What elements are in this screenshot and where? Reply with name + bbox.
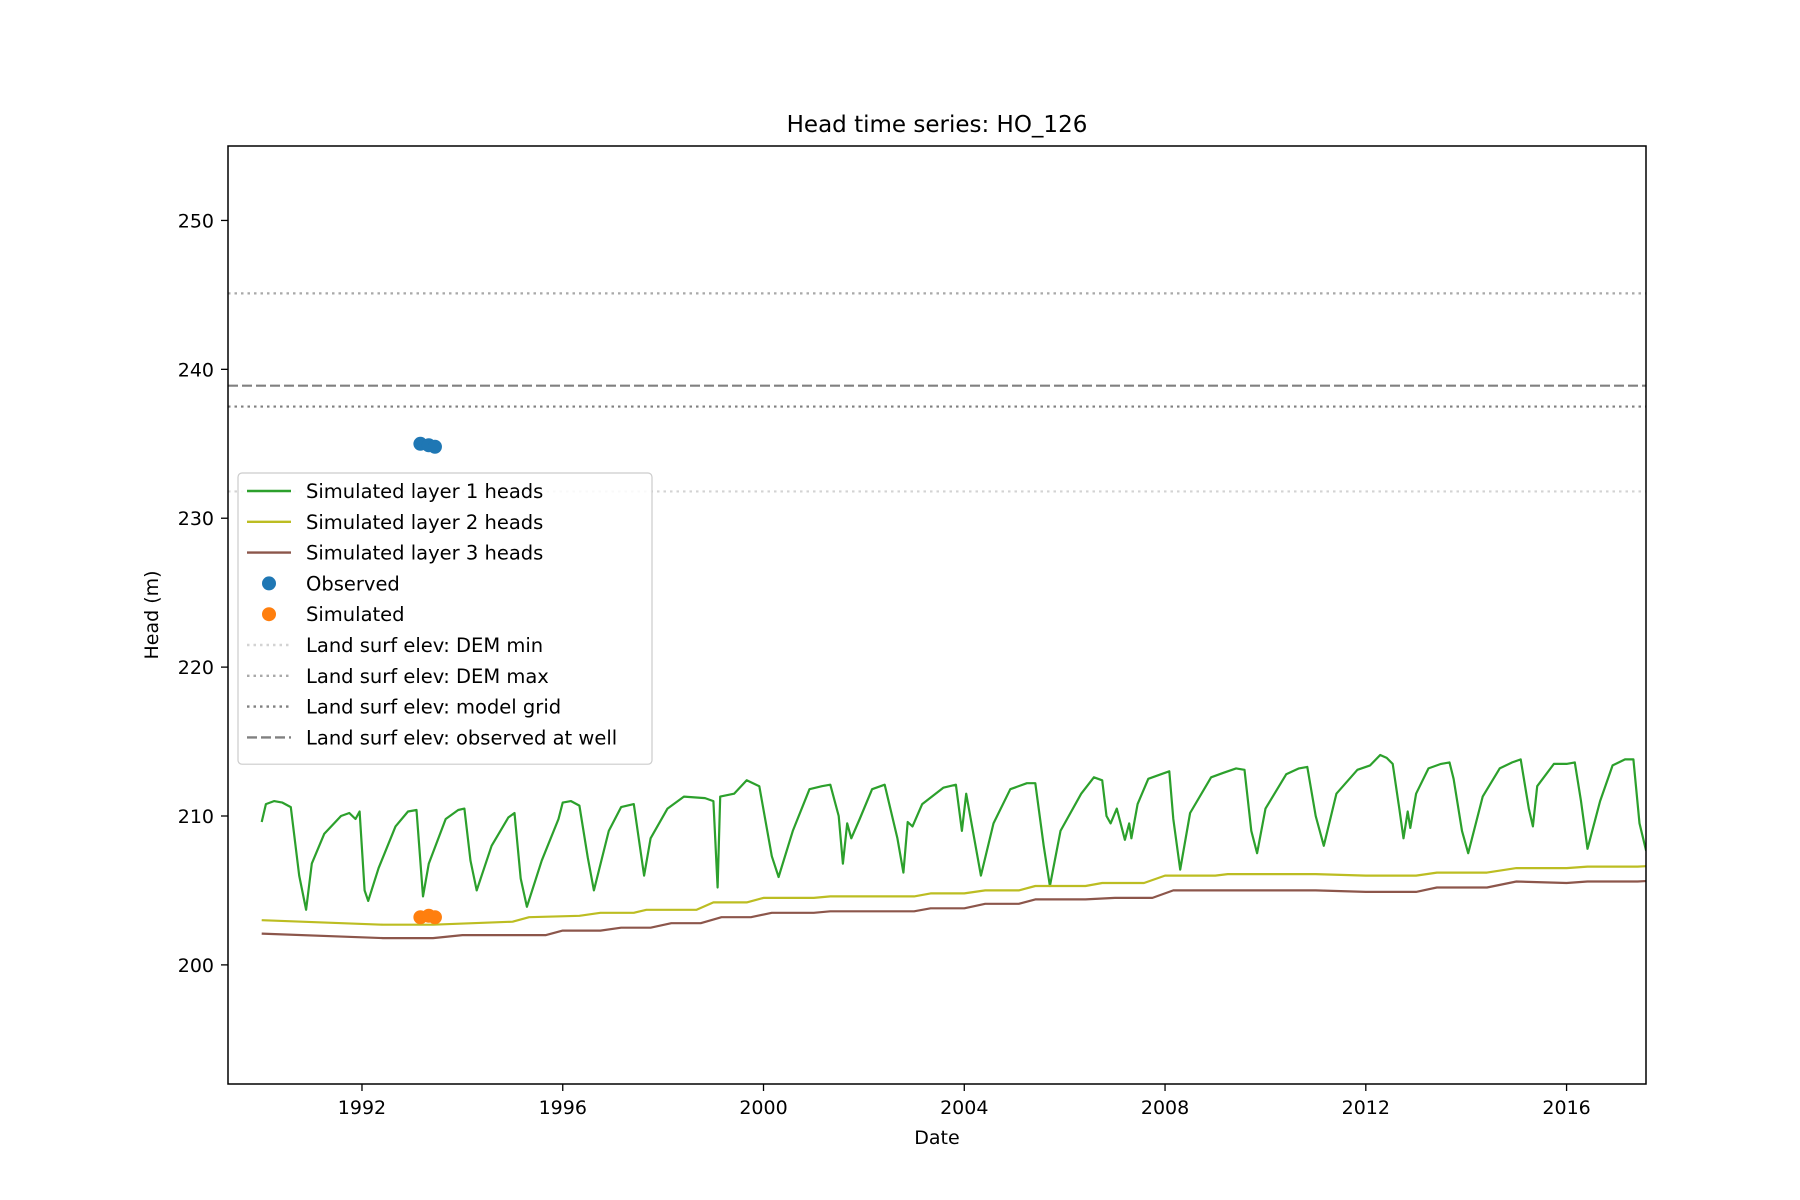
- x-axis-label: Date: [914, 1127, 959, 1149]
- y-tick-label: 250: [178, 210, 214, 232]
- x-tick-label: 2016: [1542, 1097, 1590, 1119]
- legend-label: Simulated: [306, 603, 405, 626]
- x-tick-label: 1992: [338, 1097, 386, 1119]
- chart-title: Head time series: HO_126: [787, 112, 1088, 138]
- legend-label: Simulated layer 2 heads: [306, 511, 543, 534]
- legend: Simulated layer 1 heads Simulated layer 2…: [237, 472, 653, 765]
- legend-label: Land surf elev: DEM max: [306, 665, 549, 688]
- data-point-5-3: [427, 910, 442, 925]
- y-tick-label: 230: [178, 508, 214, 530]
- legend-label: Land surf elev: model grid: [306, 696, 561, 719]
- legend-box: [237, 472, 653, 765]
- x-tick-label: 2008: [1141, 1097, 1189, 1119]
- y-axis-label: Head (m): [141, 570, 163, 659]
- series-line-1: [260, 753, 1646, 911]
- legend-label: Simulated layer 1 heads: [306, 480, 543, 503]
- legend-label: Land surf elev: DEM min: [306, 634, 543, 657]
- data-point-4-3: [427, 439, 442, 454]
- legend-label: Observed: [306, 572, 400, 595]
- legend-marker: [262, 607, 276, 622]
- x-tick-label: 1996: [539, 1097, 587, 1119]
- legend-marker: [262, 576, 276, 591]
- legend-label: Land surf elev: observed at well: [306, 726, 617, 749]
- y-tick-label: 240: [178, 359, 214, 381]
- series-line-2: [261, 865, 1646, 926]
- x-axis: 1992 1996 2000 2004 2008 2012 2016: [338, 1084, 1591, 1119]
- y-tick-label: 220: [178, 657, 214, 679]
- y-tick-label: 210: [178, 806, 214, 828]
- x-tick-label: 2012: [1342, 1097, 1390, 1119]
- x-tick-label: 2000: [739, 1097, 787, 1119]
- axes-frame: [227, 145, 1647, 1085]
- legend-label: Simulated layer 3 heads: [306, 542, 543, 565]
- series-line-3: [261, 879, 1646, 940]
- y-tick-label: 200: [178, 955, 214, 977]
- y-axis: 200 210 220 230 240 250: [178, 210, 228, 977]
- x-tick-label: 2004: [940, 1097, 988, 1119]
